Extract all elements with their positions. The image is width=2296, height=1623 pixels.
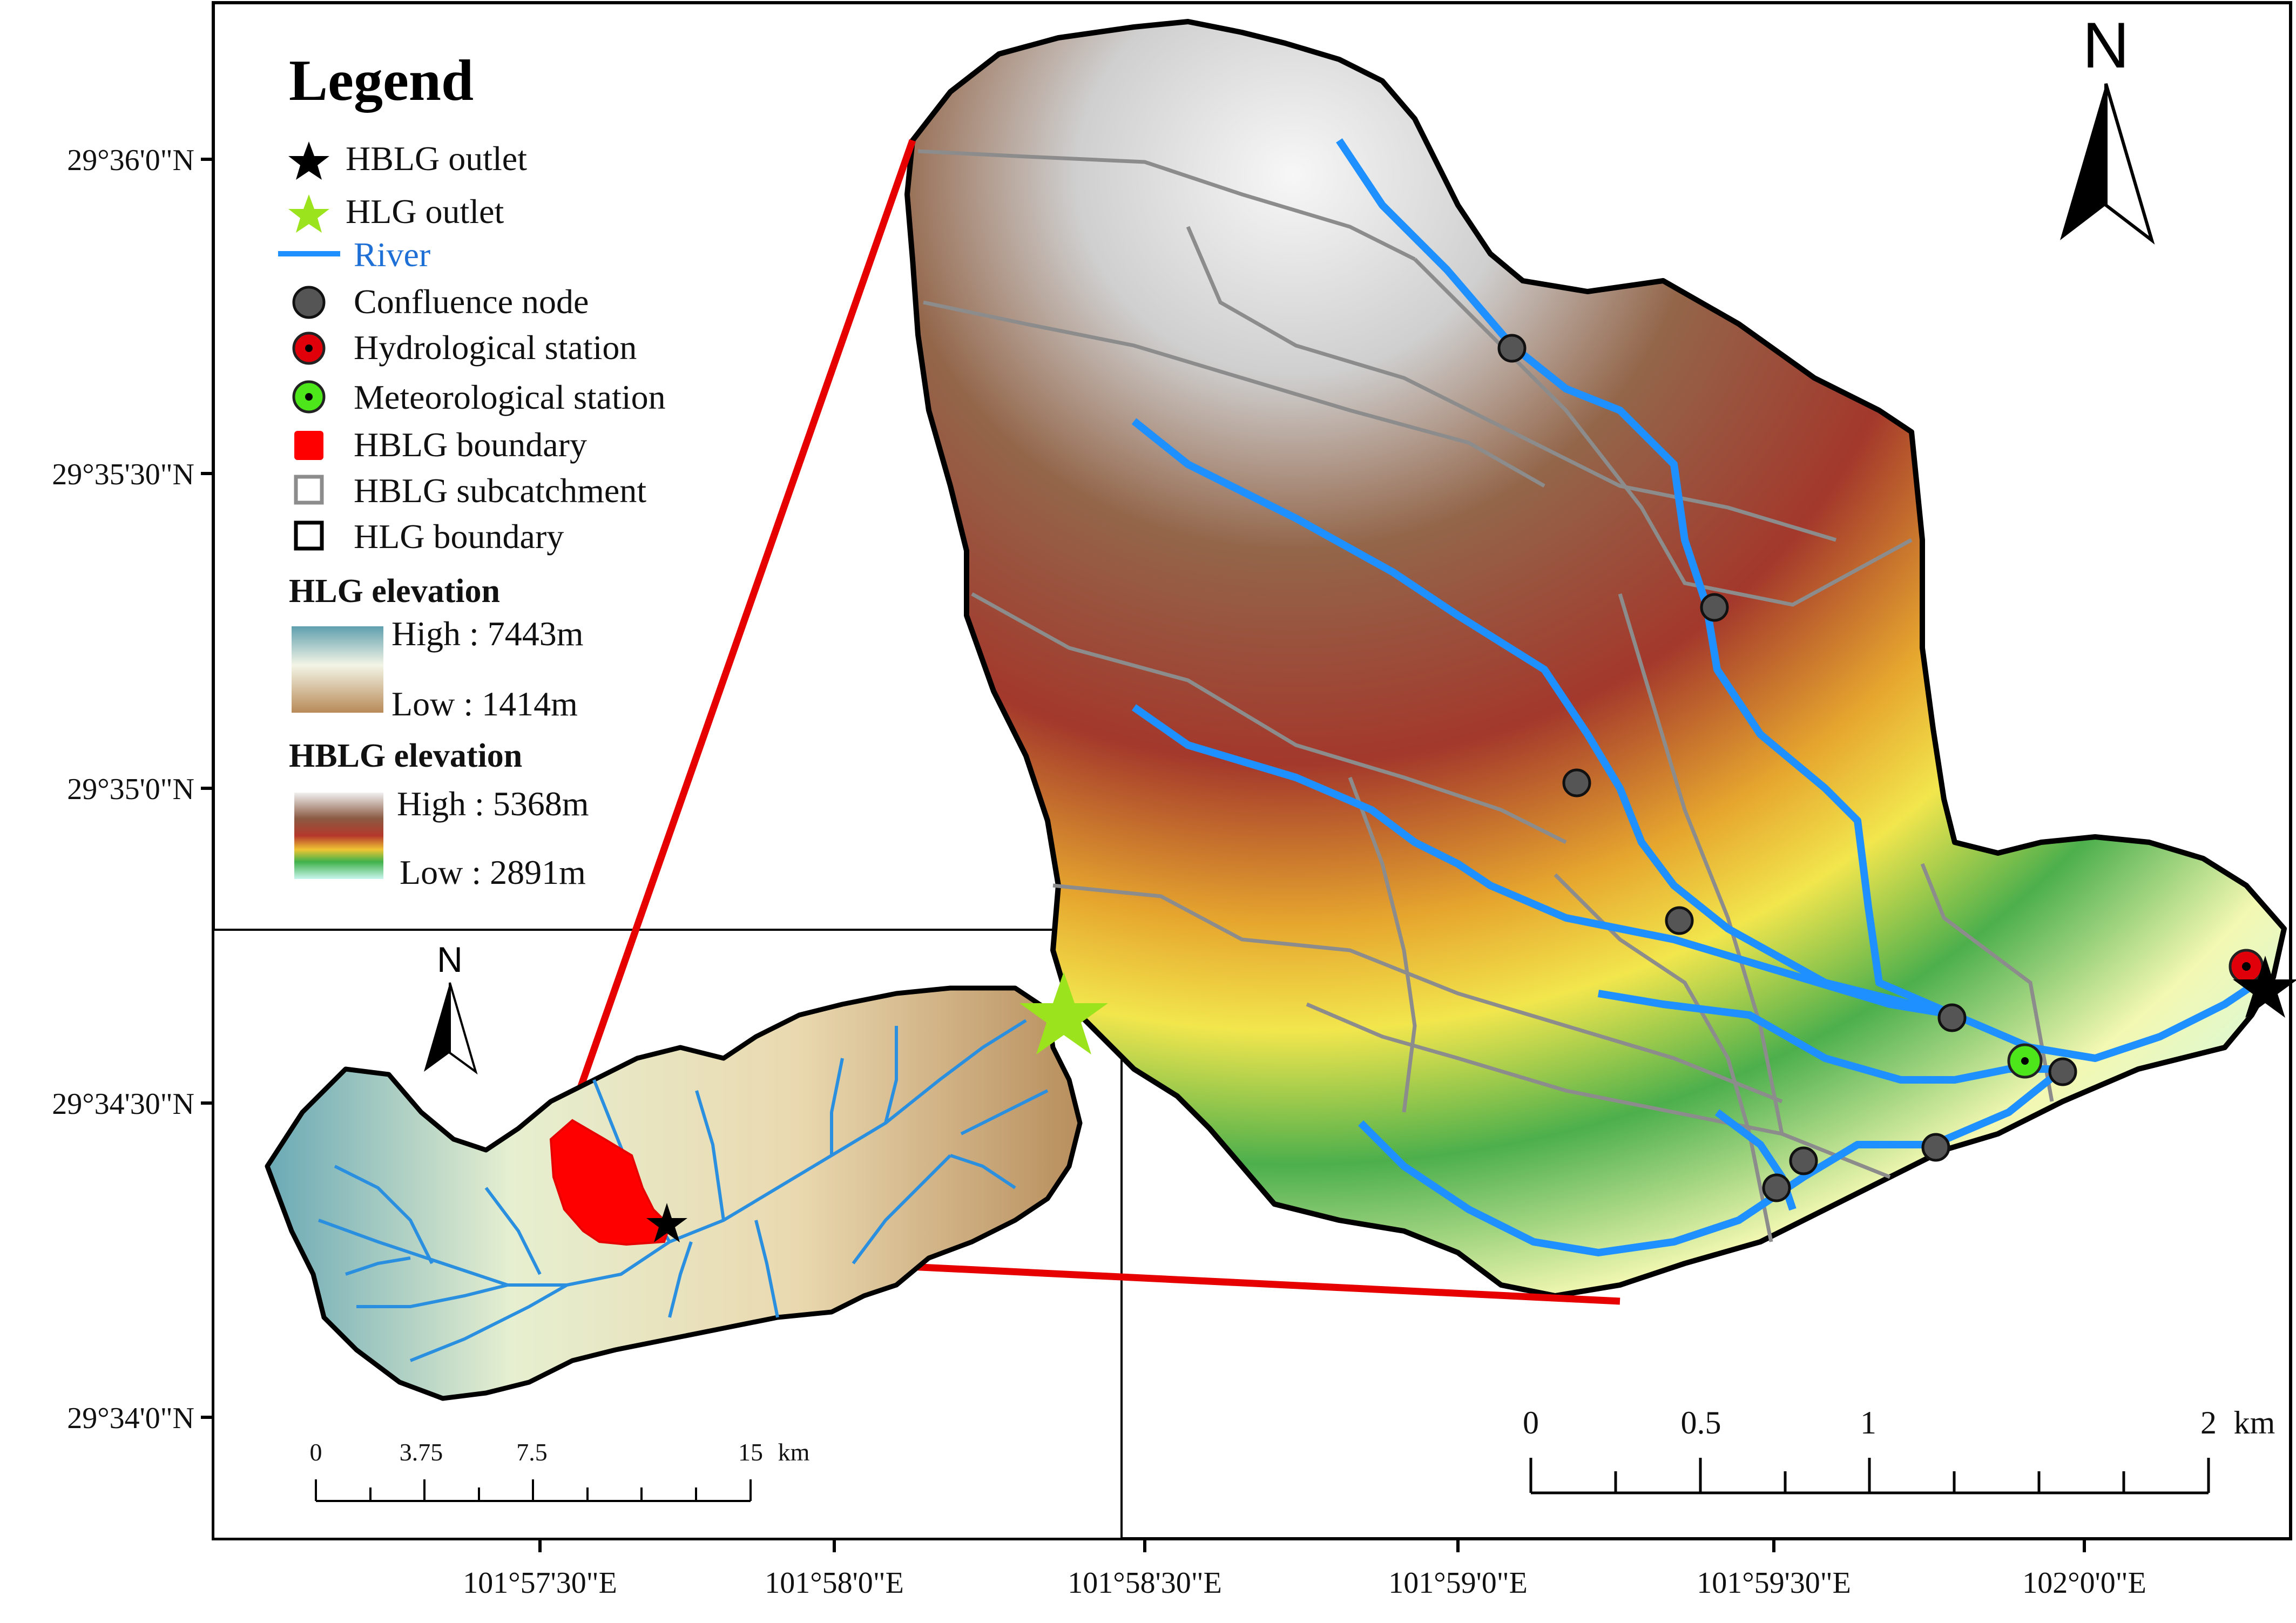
lat-label: 29°34'30"N	[52, 1087, 194, 1121]
meteorological-station	[2007, 1043, 2043, 1079]
confluence-node	[1665, 906, 1694, 935]
main-scale-bar: 0 0.5 1 2 km	[1523, 1405, 2275, 1494]
confluence-node	[2048, 1057, 2077, 1086]
lat-label: 29°35'30"N	[52, 458, 194, 491]
inset-scale-label-0: 0	[310, 1438, 322, 1466]
latitude-axis: 29°36'0"N 29°35'30"N 29°35'0"N 29°34'30"…	[52, 144, 213, 1435]
confluence-node	[1762, 1173, 1791, 1202]
north-label: N	[2083, 9, 2130, 82]
map-frame	[212, 1, 2292, 1540]
black-star-icon	[288, 141, 329, 180]
gray-square-outline-icon	[294, 475, 324, 505]
legend-label-meteorological: Meteorological station	[354, 378, 666, 416]
river-network	[1131, 138, 2259, 1256]
lat-label: 29°36'0"N	[67, 144, 194, 177]
lat-label: 29°35'0"N	[67, 773, 194, 806]
inset-north-arrow: N	[424, 939, 478, 1075]
legend-label-hblg-boundary: HBLG boundary	[354, 425, 587, 464]
confluence-node	[1497, 334, 1527, 363]
scale-label-3: 2	[2200, 1405, 2217, 1441]
legend-title: Legend	[289, 49, 474, 113]
inset-north-label: N	[437, 939, 463, 979]
lon-label: 101°57'30"E	[463, 1566, 617, 1600]
inset-river-network	[318, 1019, 1049, 1362]
inset-hblg-outlet-star	[646, 1203, 687, 1242]
inset-scale-unit: km	[778, 1438, 810, 1466]
lon-label: 101°59'30"E	[1697, 1566, 1851, 1600]
hlg-elevation-title: HLG elevation	[289, 573, 500, 610]
confluence-node	[1937, 1003, 1967, 1032]
legend-label-subcatchment: HBLG subcatchment	[354, 471, 646, 510]
lon-label: 102°0'0"E	[2022, 1566, 2146, 1600]
scale-label-2: 1	[1860, 1405, 1876, 1441]
scale-label-1: 0.5	[1681, 1405, 1721, 1441]
inset-hlg-outlet-star	[1019, 972, 1108, 1054]
hblg-elevation-surface	[904, 19, 2287, 1299]
red-square-icon	[294, 431, 323, 460]
hblg-elevation-title: HBLG elevation	[289, 738, 522, 774]
legend-label-confluence: Confluence node	[354, 282, 589, 321]
legend-label-hlg-outlet: HLG outlet	[346, 192, 504, 231]
green-star-icon	[288, 194, 329, 233]
lat-label: 29°34'0"N	[67, 1402, 194, 1435]
lon-label: 101°59'0"E	[1388, 1566, 1528, 1600]
confluence-node	[1789, 1146, 1818, 1175]
legend: Legend HBLG outlet HLG outlet River Conf…	[278, 49, 666, 891]
north-arrow: N	[2060, 9, 2155, 245]
hblg-elevation-low: Low : 2891m	[400, 853, 586, 891]
lon-label: 101°58'0"E	[765, 1566, 904, 1600]
confluence-node	[1921, 1133, 1950, 1162]
hlg-elevation-ramp	[292, 626, 383, 713]
hydrological-station	[2229, 949, 2264, 984]
longitude-axis: 101°57'30"E 101°58'0"E 101°58'30"E 101°5…	[463, 1539, 2146, 1600]
main-watershed	[904, 19, 2296, 1299]
hblg-elevation-high: High : 5368m	[397, 785, 589, 823]
inset-scale-label-3: 15	[738, 1438, 763, 1466]
legend-label-hblg-outlet: HBLG outlet	[346, 139, 527, 178]
subcatchment-lines	[917, 149, 2054, 1242]
hlg-elevation-high: High : 7443m	[391, 614, 584, 653]
lon-label: 101°58'30"E	[1068, 1566, 1222, 1600]
hblg-elevation-ramp	[294, 793, 383, 879]
hlg-elevation-low: Low : 1414m	[391, 685, 578, 723]
gray-circle-icon	[292, 286, 326, 319]
scale-label-0: 0	[1523, 1405, 1539, 1441]
inset-scale-label-2: 7.5	[516, 1438, 548, 1466]
confluence-node	[1562, 768, 1591, 797]
black-square-outline-icon	[294, 520, 324, 551]
legend-label-hydrological: Hydrological station	[354, 328, 637, 367]
inset-hblg-boundary	[549, 1119, 671, 1246]
inset-watershed: N 0 3.75 7.5 15 km	[265, 939, 1108, 1502]
legend-label-river: River	[354, 235, 430, 274]
legend-label-hlg-boundary: HLG boundary	[354, 517, 564, 556]
confluence-node	[1700, 593, 1729, 622]
confluence-nodes	[1497, 334, 2077, 1202]
inset-scale-label-1: 3.75	[400, 1438, 443, 1466]
hblg-outlet-star	[2233, 956, 2296, 1018]
scale-unit: km	[2234, 1405, 2275, 1441]
inset-scale-bar: 0 3.75 7.5 15 km	[310, 1438, 810, 1502]
